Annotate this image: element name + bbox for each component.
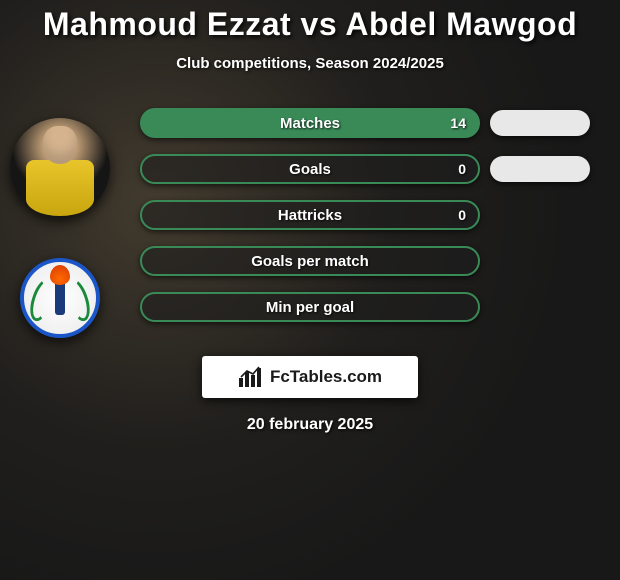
branding-badge: FcTables.com [202,356,418,398]
subtitle: Club competitions, Season 2024/2025 [0,55,620,72]
stat-value-left: 0 [458,161,466,177]
stat-pill-left: Matches 14 [140,108,480,138]
stat-label: Matches [280,115,340,132]
stat-pill-left: Goals per match [140,246,480,276]
stat-pill-left: Goals 0 [140,154,480,184]
branding-text: FcTables.com [270,367,382,387]
bars-icon [238,366,264,388]
stat-row: Matches 14 [0,100,620,146]
stat-row: Goals per match [0,238,620,284]
stat-row: Min per goal [0,284,620,330]
stat-label: Min per goal [266,299,354,316]
stat-pill-right [490,110,590,136]
stat-label: Goals per match [251,253,369,270]
stat-label: Hattricks [278,207,342,224]
stat-pill-right [490,156,590,182]
comparison-chart: Matches 14 Goals 0 [0,100,620,330]
stat-pill-left: Min per goal [140,292,480,322]
stat-label: Goals [289,161,331,178]
date: 20 february 2025 [0,416,620,434]
stat-value-left: 0 [458,207,466,223]
stat-row: Hattricks 0 [0,192,620,238]
page-title: Mahmoud Ezzat vs Abdel Mawgod [0,6,620,43]
stat-pill-left: Hattricks 0 [140,200,480,230]
stat-row: Goals 0 [0,146,620,192]
stat-value-left: 14 [450,115,466,131]
